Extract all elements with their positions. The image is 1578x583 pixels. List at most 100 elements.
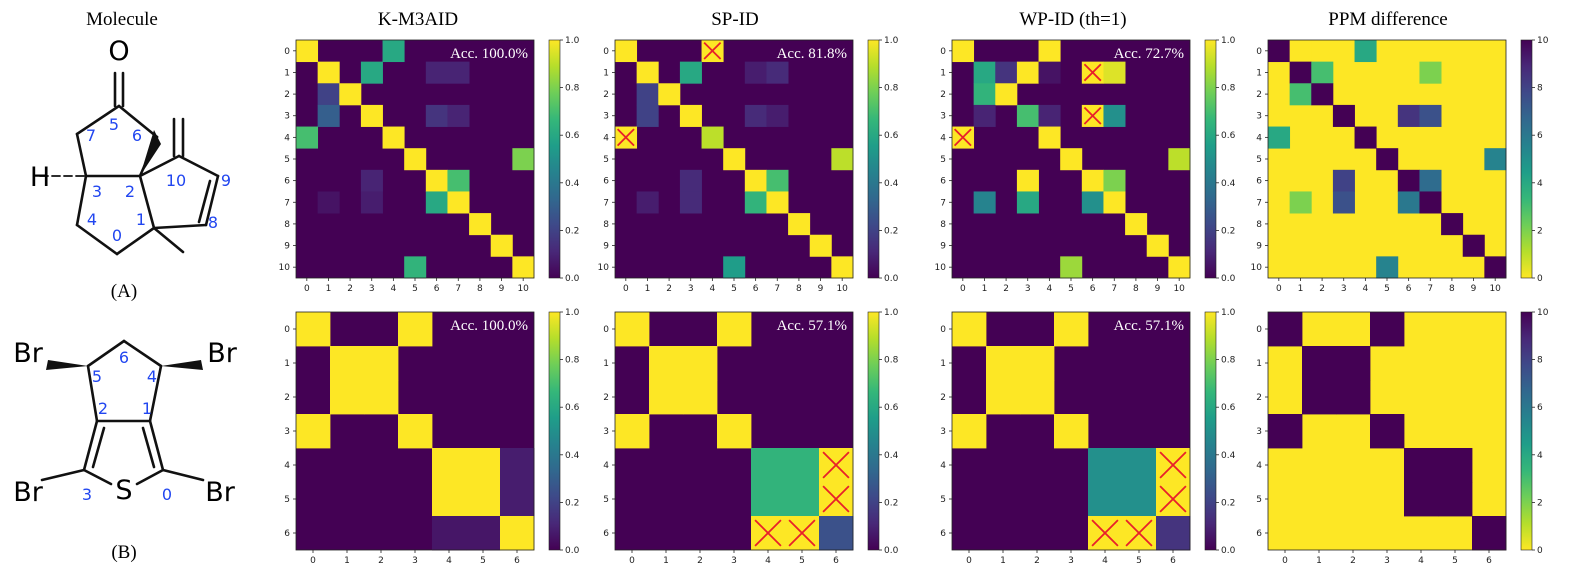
heatmap-cell (382, 40, 405, 63)
x-tick-label: 8 (1133, 284, 1139, 294)
heatmap-b-1: 0 0 1 1 2 2 3 3 4 4 5 5 6 6 Acc. 57.1% 0.0 0.2 0.4 0.6 0.8 1… (603, 308, 898, 566)
mismatch-cross (1091, 519, 1119, 547)
col-title-molecule: Molecule (86, 9, 158, 30)
heatmap-cell (1289, 83, 1312, 106)
colorbar-tick-label: 0.2 (1221, 226, 1235, 236)
heatmap-cell (360, 169, 383, 192)
mismatch-cross (616, 128, 635, 147)
y-tick-label: 9 (603, 242, 609, 252)
heatmap-cell (766, 169, 789, 192)
heatmap-cell (1462, 234, 1485, 257)
heatmap-cell (636, 191, 659, 214)
heatmap-cell (382, 126, 405, 149)
heatmap-cell (766, 191, 789, 214)
x-tick-label: 2 (347, 284, 353, 294)
heatmap-cell (717, 312, 752, 347)
x-tick-label: 2 (1034, 556, 1040, 566)
y-tick-label: 3 (284, 427, 290, 437)
y-tick-label: 7 (603, 198, 609, 208)
y-tick-label: 2 (603, 393, 609, 403)
heatmap-a-3: 0 0 1 1 2 2 3 3 4 4 5 5 6 6 7 7 8 8 9 9 10 10 0 2 4 6 8 10 (1251, 36, 1549, 294)
colorbar-tick-label: 0.2 (565, 226, 579, 236)
heatmap-cell (1038, 61, 1061, 84)
y-tick-label: 3 (1256, 427, 1262, 437)
bond (40, 468, 86, 482)
x-tick-label: 10 (1489, 284, 1501, 294)
bond (138, 174, 156, 230)
heatmap-cell (1438, 482, 1473, 517)
heatmap-cell (296, 414, 331, 449)
heatmap-cell (500, 516, 535, 551)
heatmap-cell (1016, 169, 1039, 192)
heatmap-cell (1146, 234, 1169, 257)
mismatch-cross (1083, 106, 1102, 125)
heatmap-cell (1125, 213, 1148, 236)
heatmap-cell (1419, 104, 1442, 127)
y-tick-label: 6 (603, 529, 609, 539)
heatmap-cell (1038, 126, 1061, 149)
bond (122, 339, 163, 368)
heatmap-cell (1419, 169, 1442, 192)
colorbar-tick-label: 0.6 (884, 403, 899, 413)
index-label: 7 (86, 126, 96, 145)
heatmap-cell (785, 448, 820, 483)
atom-indices-a: 0 1 2 3 4 5 6 7 8 9 10 (86, 115, 231, 245)
mismatch-cross (1083, 63, 1102, 82)
heatmap-cell (1311, 83, 1334, 106)
index-label: 1 (136, 210, 146, 229)
heatmap-cell (819, 516, 854, 551)
colorbar-tick-label: 4 (1537, 179, 1543, 189)
heatmap-cell (717, 414, 752, 449)
heatmap-cell (1484, 148, 1507, 171)
x-tick-label: 2 (1003, 284, 1009, 294)
mismatch-cross (788, 519, 816, 547)
x-tick-label: 1 (1316, 556, 1322, 566)
heatmap-cell (1472, 516, 1507, 551)
heatmap-cell (973, 83, 996, 106)
heatmap-cell (658, 83, 681, 106)
colorbar-tick-label: 0.2 (565, 498, 579, 508)
heatmap-cell (615, 414, 650, 449)
y-tick-label: 7 (940, 198, 946, 208)
heatmap-cell (1038, 104, 1061, 127)
heatmap-cell (952, 312, 987, 347)
accuracy-annotation: Acc. 100.0% (450, 46, 528, 62)
heatmap-cell (447, 61, 470, 84)
heatmap-cell (1289, 40, 1312, 63)
heatmap-cell (636, 104, 659, 127)
colorbar-tick-label: 0.6 (884, 131, 899, 141)
heatmap-cell (360, 61, 383, 84)
x-tick-label: 0 (1276, 284, 1282, 294)
x-tick-label: 4 (1046, 284, 1052, 294)
heatmap-cell (1088, 448, 1123, 483)
mismatch-cross (1125, 519, 1153, 547)
bond (177, 154, 220, 178)
index-label: 9 (221, 171, 231, 190)
y-tick-label: 10 (279, 263, 291, 273)
heatmap-cell (1020, 346, 1055, 381)
x-tick-label: 5 (480, 556, 486, 566)
index-label: 3 (92, 182, 102, 201)
colorbar (1204, 39, 1217, 279)
heatmap-cell (317, 61, 340, 84)
colorbar (1204, 311, 1217, 551)
x-tick-label: 1 (663, 556, 669, 566)
x-tick-label: 5 (1136, 556, 1142, 566)
x-tick-label: 7 (1427, 284, 1433, 294)
x-tick-label: 0 (304, 284, 310, 294)
y-tick-label: 5 (284, 155, 290, 165)
index-label: 1 (142, 399, 152, 418)
bond (82, 468, 113, 486)
heatmap-cell (432, 516, 467, 551)
y-tick-label: 3 (284, 112, 290, 122)
x-tick-label: 1 (326, 284, 332, 294)
heatmap-cell (1419, 191, 1442, 214)
y-tick-label: 0 (603, 325, 609, 335)
heatmap-cell (296, 126, 319, 149)
y-tick-label: 5 (603, 155, 609, 165)
heatmap-cell (1397, 191, 1420, 214)
x-tick-label: 10 (517, 284, 529, 294)
mismatch-cross (822, 485, 850, 513)
bond (75, 223, 119, 256)
heatmap-a-0: 0 0 1 1 2 2 3 3 4 4 5 5 6 6 7 7 8 8 9 9 10 10 Acc. 100.0% 0.0 0.… (279, 36, 580, 294)
